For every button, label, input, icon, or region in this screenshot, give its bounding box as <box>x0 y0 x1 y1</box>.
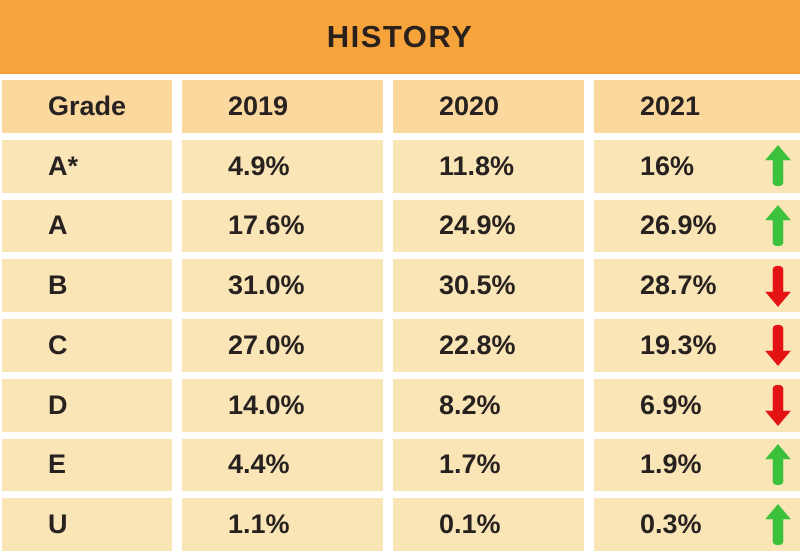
value-2020-cell: 8.2% <box>393 378 584 432</box>
value-2021-cell: 6.9% <box>594 378 800 432</box>
trend-up-icon <box>764 203 792 248</box>
trend-down-icon <box>764 383 792 428</box>
value-2019-cell: 17.6% <box>182 199 383 253</box>
value-2020-cell: 22.8% <box>393 319 584 372</box>
value-2019-cell: 31.0% <box>182 259 383 312</box>
results-table: Grade 2019 2020 2021 A* 4.9% 11.8% 16% A… <box>0 74 800 558</box>
grade-cell: A <box>2 199 172 253</box>
grade-cell: U <box>2 498 172 551</box>
column-header-2020: 2020 <box>393 80 584 133</box>
value-2020-cell: 30.5% <box>393 259 584 312</box>
value-2020-cell: 24.9% <box>393 199 584 253</box>
trend-up-icon <box>764 502 792 547</box>
value-2021-text: 16% <box>640 150 695 181</box>
value-2021-text: 1.9% <box>640 449 702 480</box>
value-2019-cell: 1.1% <box>182 498 383 551</box>
grade-cell: D <box>2 378 172 432</box>
value-2021-cell: 19.3% <box>594 319 800 372</box>
value-2021-cell: 0.3% <box>594 498 800 551</box>
column-header-grade: Grade <box>2 80 172 133</box>
value-2019-cell: 4.9% <box>182 139 383 193</box>
value-2021-text: 28.7% <box>640 270 717 301</box>
value-2021-text: 6.9% <box>640 389 702 420</box>
value-2021-cell: 26.9% <box>594 199 800 253</box>
value-2020-cell: 0.1% <box>393 498 584 551</box>
value-2019-cell: 27.0% <box>182 319 383 372</box>
value-2020-cell: 11.8% <box>393 139 584 193</box>
grade-cell: E <box>2 438 172 492</box>
value-2021-text: 19.3% <box>640 329 717 360</box>
value-2021-cell: 16% <box>594 139 800 193</box>
value-2021-text: 0.3% <box>640 509 702 540</box>
value-2021-text: 26.9% <box>640 210 717 241</box>
value-2021-cell: 1.9% <box>594 438 800 492</box>
trend-up-icon <box>764 442 792 487</box>
value-2019-cell: 4.4% <box>182 438 383 492</box>
grade-cell: B <box>2 259 172 312</box>
grade-cell: C <box>2 319 172 372</box>
value-2020-cell: 1.7% <box>393 438 584 492</box>
trend-up-icon <box>764 144 792 189</box>
value-2021-cell: 28.7% <box>594 259 800 312</box>
title-banner: HISTORY <box>0 0 800 74</box>
grade-cell: A* <box>2 139 172 193</box>
column-header-2019: 2019 <box>182 80 383 133</box>
value-2019-cell: 14.0% <box>182 378 383 432</box>
trend-down-icon <box>764 263 792 308</box>
column-header-2021: 2021 <box>594 80 800 133</box>
trend-down-icon <box>764 323 792 368</box>
page-title: HISTORY <box>326 19 474 54</box>
